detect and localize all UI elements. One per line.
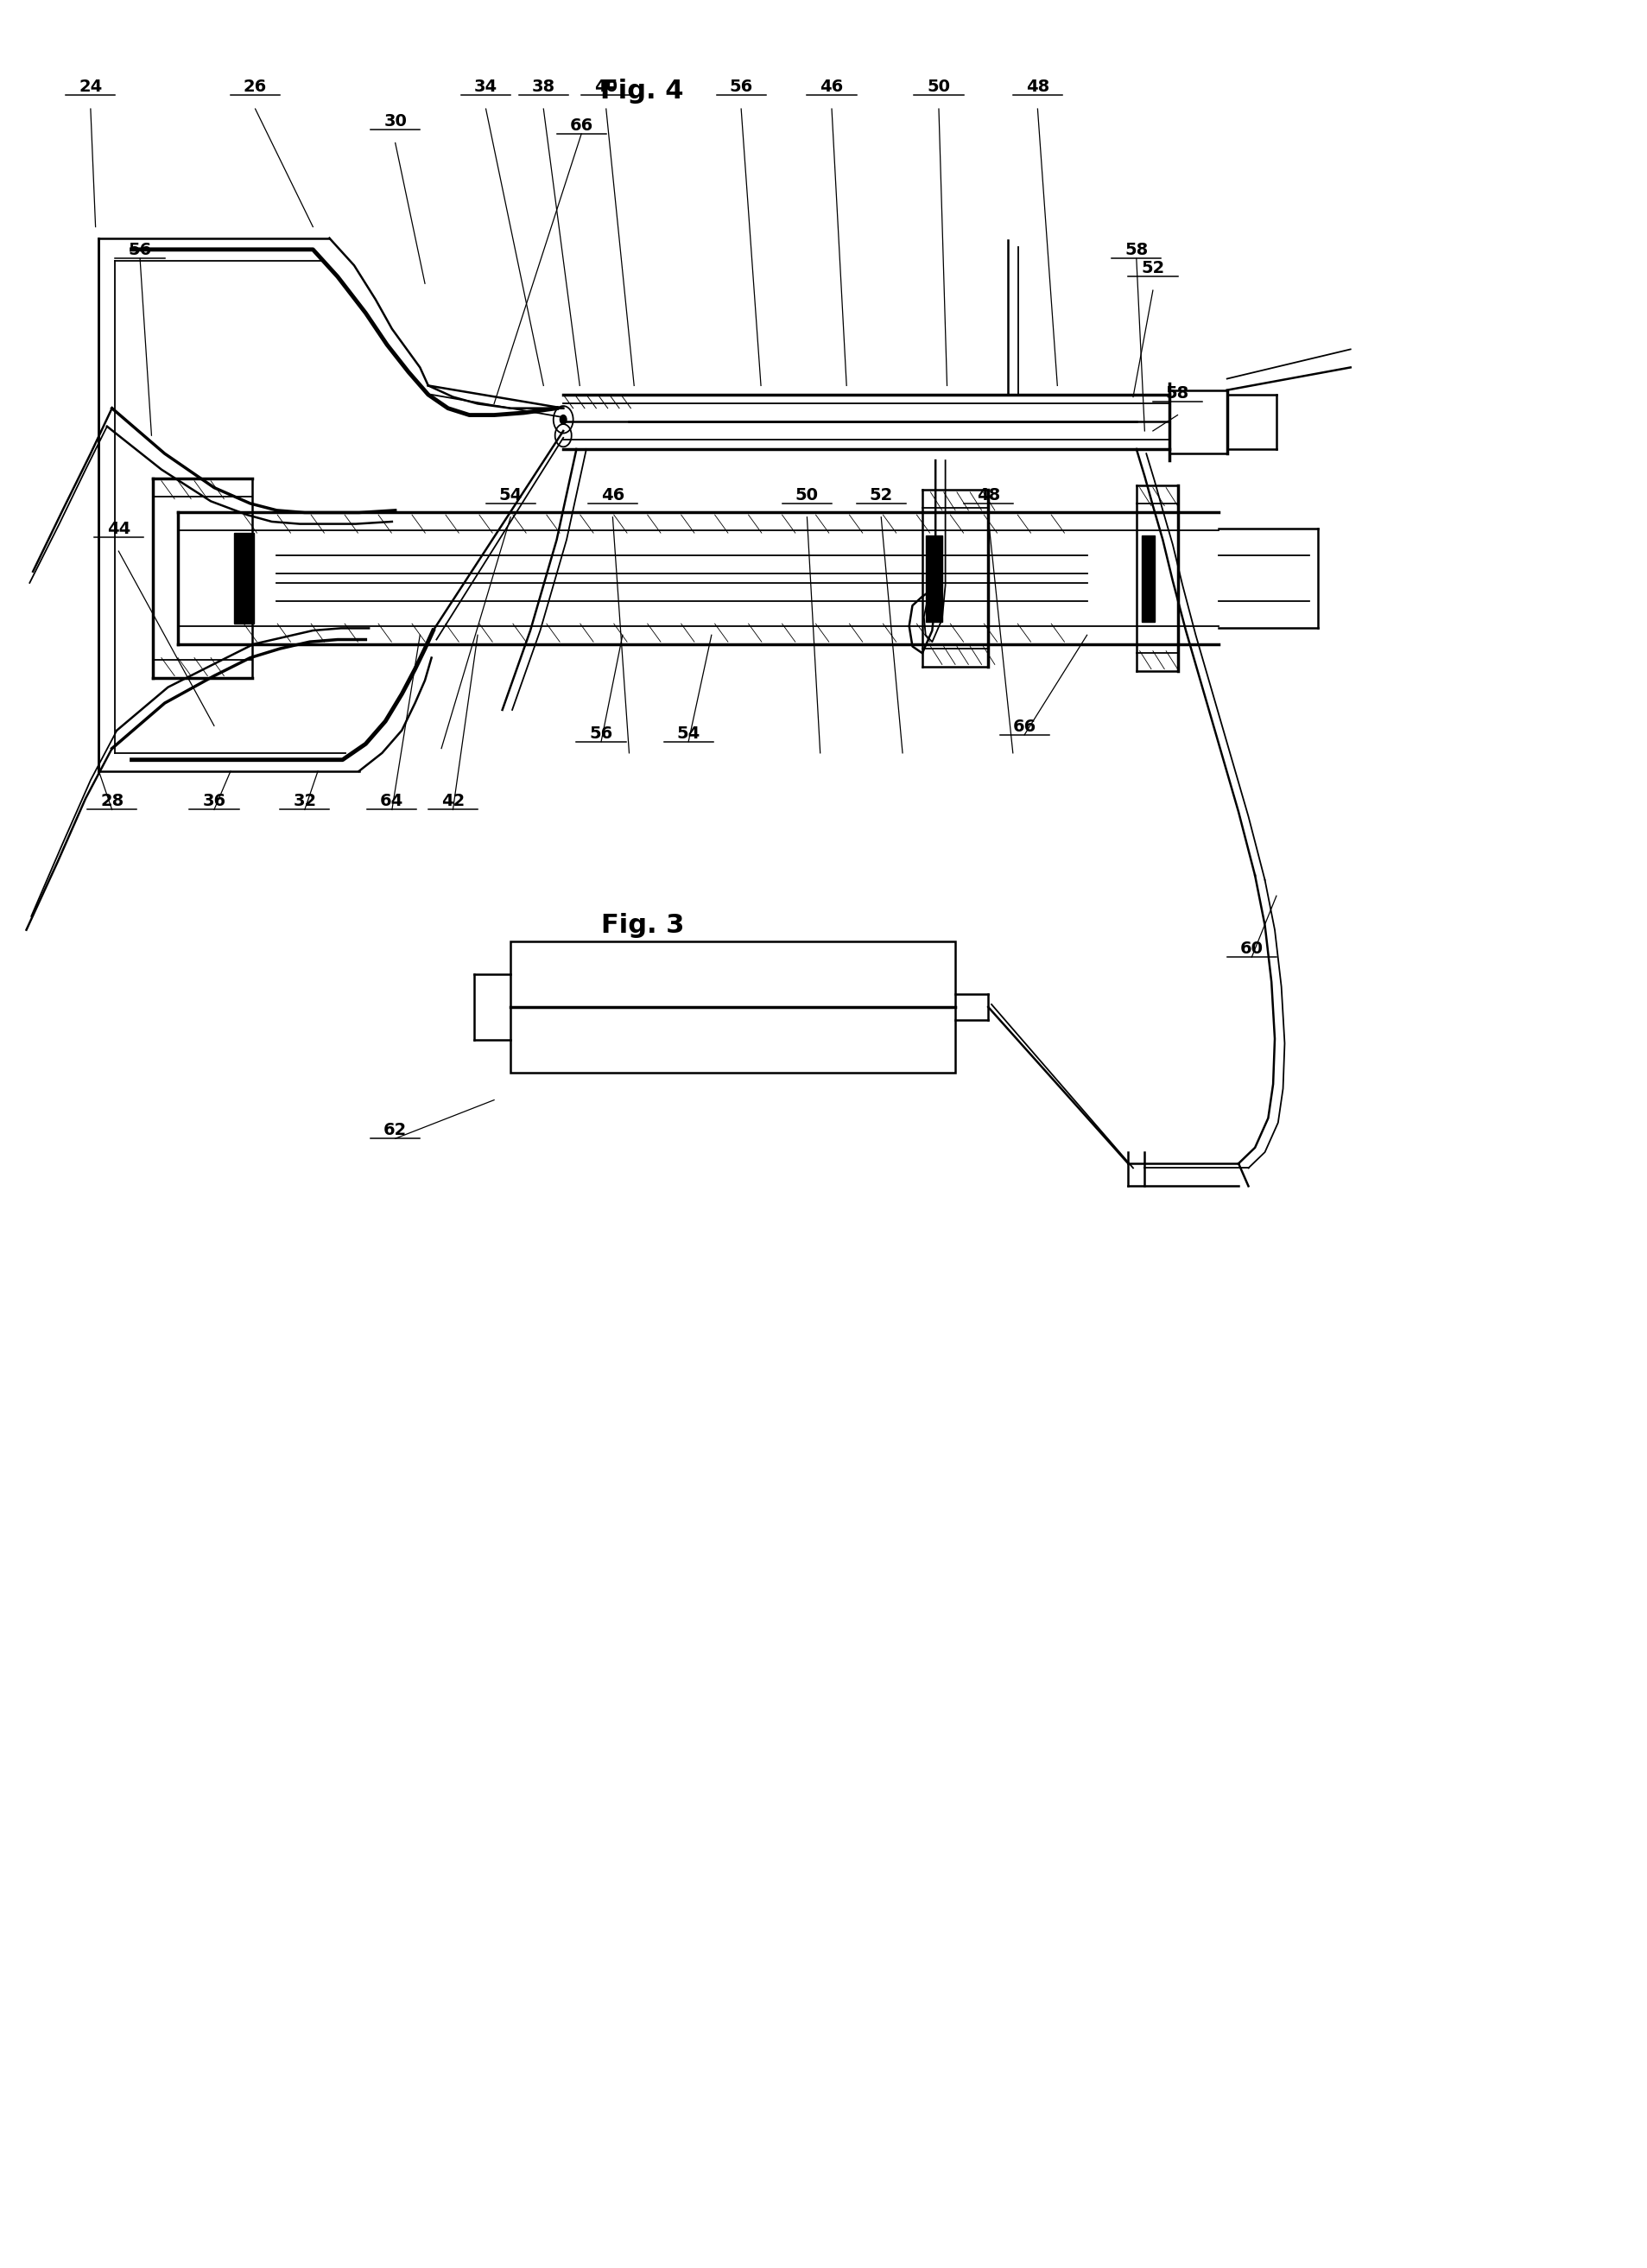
Text: 46: 46 bbox=[820, 79, 843, 95]
Circle shape bbox=[560, 415, 567, 424]
Text: 44: 44 bbox=[107, 522, 130, 538]
Text: 52: 52 bbox=[870, 488, 893, 503]
Text: 58: 58 bbox=[1166, 386, 1189, 401]
Text: 54: 54 bbox=[677, 726, 700, 742]
Bar bbox=[926, 535, 942, 621]
Bar bbox=[511, 941, 955, 1073]
Text: 60: 60 bbox=[1240, 941, 1263, 957]
Text: 24: 24 bbox=[79, 79, 102, 95]
Bar bbox=[1141, 535, 1155, 621]
Text: 56: 56 bbox=[730, 79, 753, 95]
Text: 64: 64 bbox=[380, 794, 404, 810]
Text: 40: 40 bbox=[595, 79, 618, 95]
Text: 34: 34 bbox=[474, 79, 497, 95]
Text: 52: 52 bbox=[1141, 261, 1164, 277]
Text: 66: 66 bbox=[570, 118, 593, 134]
Text: 58: 58 bbox=[1125, 243, 1148, 259]
Text: 54: 54 bbox=[499, 488, 522, 503]
Text: 48: 48 bbox=[1026, 79, 1049, 95]
Text: 56: 56 bbox=[590, 726, 613, 742]
Text: 48: 48 bbox=[977, 488, 1000, 503]
Text: 46: 46 bbox=[601, 488, 624, 503]
Text: 56: 56 bbox=[128, 243, 152, 259]
Text: 36: 36 bbox=[203, 794, 226, 810]
Text: 32: 32 bbox=[293, 794, 316, 810]
Bar bbox=[234, 533, 254, 624]
Text: Fig. 4: Fig. 4 bbox=[601, 77, 684, 104]
Text: 38: 38 bbox=[532, 79, 555, 95]
Text: Fig. 3: Fig. 3 bbox=[601, 912, 684, 939]
Text: 30: 30 bbox=[384, 113, 407, 129]
Text: 62: 62 bbox=[384, 1123, 407, 1139]
Text: 50: 50 bbox=[796, 488, 819, 503]
Text: 66: 66 bbox=[1013, 719, 1036, 735]
Text: 26: 26 bbox=[244, 79, 267, 95]
Text: 50: 50 bbox=[927, 79, 950, 95]
Text: 42: 42 bbox=[441, 794, 464, 810]
Text: 28: 28 bbox=[100, 794, 124, 810]
